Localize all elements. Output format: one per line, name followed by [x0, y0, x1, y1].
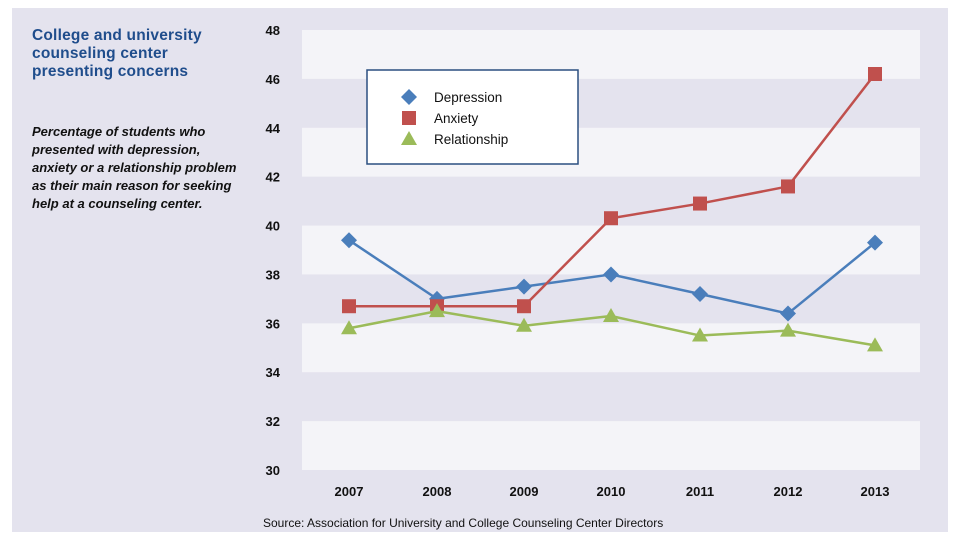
series-depression: [341, 232, 883, 322]
y-tick-label: 42: [266, 170, 280, 185]
y-tick-label: 44: [266, 121, 281, 136]
relationship-point: [603, 308, 619, 322]
x-tick-label: 2011: [686, 484, 714, 499]
y-tick-label: 38: [266, 267, 280, 282]
y-tick-label: 30: [266, 463, 280, 478]
anxiety-point: [517, 299, 531, 314]
chart-subtitle: Percentage of students who presented wit…: [32, 124, 237, 211]
depression-point: [341, 232, 357, 249]
anxiety-point: [342, 299, 356, 314]
relationship-point: [867, 337, 883, 352]
legend: Depression Anxiety Relationship: [366, 69, 579, 165]
x-tick-label: 2013: [861, 484, 890, 499]
y-tick-label: 36: [266, 316, 280, 331]
grid-band: [302, 225, 920, 275]
x-tick-label: 2012: [774, 484, 803, 499]
y-tick-label: 34: [266, 365, 281, 380]
relationship-point: [429, 303, 445, 318]
legend-label-relationship: Relationship: [434, 132, 508, 147]
y-tick-label: 40: [266, 219, 280, 234]
relationship-point: [516, 317, 532, 332]
relationship-point: [780, 322, 796, 337]
x-tick-label: 2009: [510, 484, 539, 499]
depression-point: [692, 286, 708, 302]
grid-band: [302, 421, 920, 470]
depression-point: [603, 266, 619, 283]
chart-title: College and university counseling center…: [32, 27, 202, 80]
relationship-point: [692, 327, 708, 342]
source-note: Source: Association for University and C…: [263, 516, 664, 530]
relationship-point: [341, 320, 357, 335]
legend-marker-anxiety: [402, 111, 416, 125]
anxiety-point: [693, 196, 707, 211]
legend-marker-relationship: [401, 131, 417, 145]
anxiety-point: [781, 179, 795, 194]
depression-point: [867, 234, 883, 251]
legend-label-depression: Depression: [434, 90, 502, 105]
x-tick-label: 2007: [335, 484, 364, 499]
series-relationship: [341, 303, 883, 352]
x-tick-label: 2008: [423, 484, 452, 499]
depression-point: [780, 305, 796, 322]
grid-band: [302, 323, 920, 373]
y-tick-label: 46: [266, 72, 280, 87]
y-tick-label: 32: [266, 414, 280, 429]
legend-marker-depression: [401, 89, 417, 105]
anxiety-point: [868, 67, 882, 81]
depression-point: [516, 278, 532, 295]
y-tick-label: 48: [266, 23, 280, 38]
legend-label-anxiety: Anxiety: [434, 111, 479, 126]
anxiety-point: [604, 211, 618, 226]
x-tick-label: 2010: [597, 484, 626, 499]
